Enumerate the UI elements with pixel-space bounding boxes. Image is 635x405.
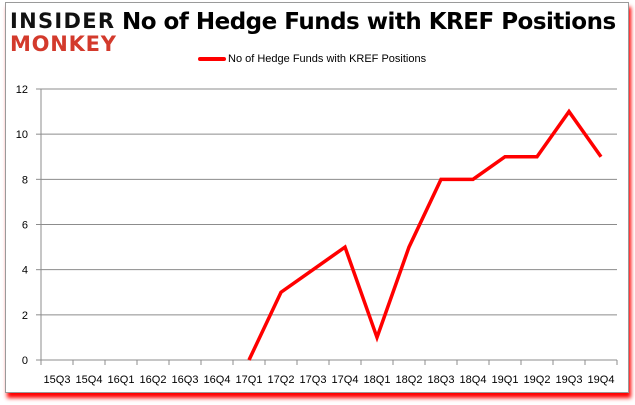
- x-tick-label: 19Q1: [492, 374, 519, 386]
- x-tick-label: 17Q3: [300, 374, 327, 386]
- y-tick-label: 0: [22, 355, 28, 367]
- x-tick-label: 17Q4: [332, 374, 359, 386]
- y-tick-label: 4: [22, 265, 28, 277]
- x-tick-label: 19Q2: [524, 374, 551, 386]
- x-tick-label: 19Q4: [588, 374, 615, 386]
- legend-swatch: [198, 57, 226, 61]
- legend: No of Hedge Funds with KREF Positions: [198, 53, 426, 65]
- insider-monkey-logo: INSIDER MONKEY: [10, 9, 117, 54]
- x-tick-label: 16Q2: [140, 374, 167, 386]
- chart-frame: [5, 2, 629, 393]
- series-line: [247, 108, 603, 361]
- y-tick-label: 2: [22, 310, 28, 322]
- y-tick-label: 8: [22, 174, 28, 186]
- x-tick-label: 17Q2: [268, 374, 295, 386]
- x-tick-label: 16Q4: [204, 374, 231, 386]
- y-tick-label: 10: [16, 129, 28, 141]
- x-tick-label: 18Q4: [460, 374, 487, 386]
- y-tick-label: 12: [16, 84, 28, 96]
- x-tick-label: 18Q1: [364, 374, 391, 386]
- x-tick-label: 17Q1: [236, 374, 263, 386]
- x-tick-label: 16Q3: [172, 374, 199, 386]
- x-tick-label: 15Q4: [76, 374, 103, 386]
- y-tick-label: 6: [22, 220, 28, 232]
- legend-label: No of Hedge Funds with KREF Positions: [228, 53, 427, 65]
- chart-title: No of Hedge Funds with KREF Positions: [122, 9, 616, 35]
- x-tick-label: 15Q3: [44, 374, 71, 386]
- svg-text:MONKEY: MONKEY: [10, 32, 117, 54]
- x-tick-label: 19Q3: [556, 374, 583, 386]
- x-tick-label: 16Q1: [108, 374, 135, 386]
- x-tick-label: 18Q3: [428, 374, 455, 386]
- x-tick-label: 18Q2: [396, 374, 423, 386]
